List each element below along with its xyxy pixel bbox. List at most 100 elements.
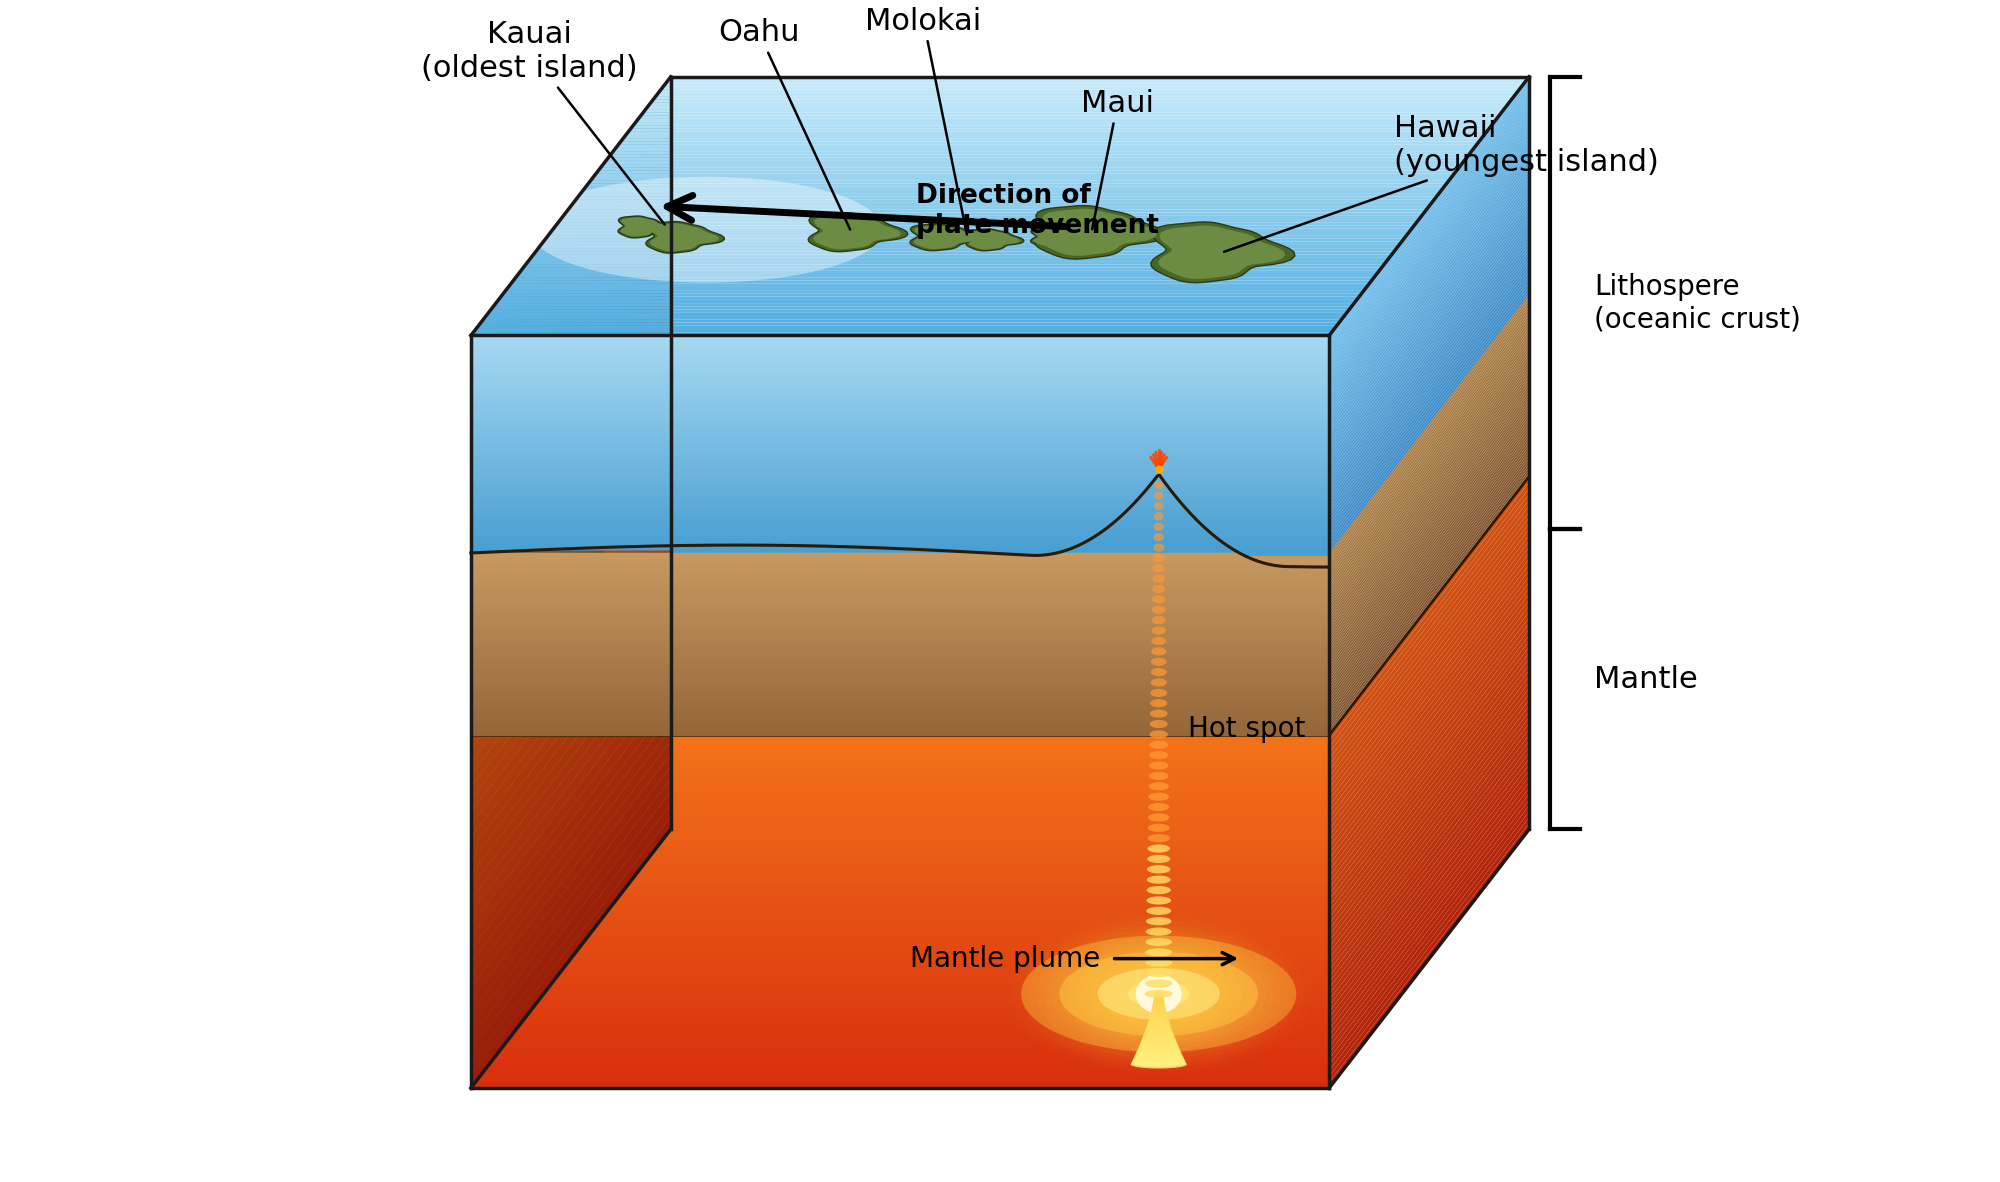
Polygon shape xyxy=(1330,413,1530,675)
Polygon shape xyxy=(470,702,1330,704)
Polygon shape xyxy=(1034,206,1166,259)
Polygon shape xyxy=(470,616,670,888)
Ellipse shape xyxy=(1152,564,1164,572)
Polygon shape xyxy=(1330,240,1530,502)
Polygon shape xyxy=(470,726,1330,729)
Polygon shape xyxy=(470,794,1330,800)
Polygon shape xyxy=(648,103,1510,106)
Polygon shape xyxy=(664,83,1524,86)
Polygon shape xyxy=(584,187,1444,190)
Polygon shape xyxy=(470,662,1330,665)
Polygon shape xyxy=(1330,723,1530,988)
Polygon shape xyxy=(1330,203,1530,466)
Polygon shape xyxy=(1330,161,1530,422)
Ellipse shape xyxy=(1112,969,1204,1018)
Ellipse shape xyxy=(1068,946,1250,1043)
Polygon shape xyxy=(1330,236,1530,499)
Polygon shape xyxy=(558,219,1420,222)
Polygon shape xyxy=(1330,362,1530,623)
Polygon shape xyxy=(600,164,1462,168)
Polygon shape xyxy=(1330,428,1530,689)
Polygon shape xyxy=(470,1082,1330,1087)
Polygon shape xyxy=(1330,465,1530,726)
Polygon shape xyxy=(470,495,1330,499)
Polygon shape xyxy=(470,534,1330,539)
Polygon shape xyxy=(470,812,1330,818)
Polygon shape xyxy=(1330,800,1530,1065)
Polygon shape xyxy=(1330,277,1530,539)
Polygon shape xyxy=(1330,124,1530,387)
Polygon shape xyxy=(470,480,1330,485)
Polygon shape xyxy=(644,109,1504,112)
Polygon shape xyxy=(544,239,1404,241)
Polygon shape xyxy=(1330,229,1530,492)
Polygon shape xyxy=(1330,547,1530,812)
Polygon shape xyxy=(470,753,1330,759)
Polygon shape xyxy=(814,215,900,249)
Ellipse shape xyxy=(1150,668,1166,676)
Ellipse shape xyxy=(1136,974,1182,1013)
Ellipse shape xyxy=(1152,648,1166,656)
Ellipse shape xyxy=(1140,1039,1178,1047)
Polygon shape xyxy=(470,638,1330,641)
Polygon shape xyxy=(518,271,1380,274)
Polygon shape xyxy=(470,303,670,573)
Polygon shape xyxy=(1330,694,1530,959)
Polygon shape xyxy=(1330,284,1530,546)
Polygon shape xyxy=(1330,110,1530,371)
Polygon shape xyxy=(1330,437,1530,699)
Ellipse shape xyxy=(1132,1058,1186,1066)
Polygon shape xyxy=(1330,449,1530,710)
Polygon shape xyxy=(470,528,670,799)
Ellipse shape xyxy=(1150,720,1168,728)
Polygon shape xyxy=(616,144,1476,148)
Polygon shape xyxy=(1330,741,1530,1006)
Polygon shape xyxy=(564,213,1424,216)
Polygon shape xyxy=(470,941,1330,947)
Ellipse shape xyxy=(1146,937,1172,946)
Ellipse shape xyxy=(1152,585,1166,593)
Polygon shape xyxy=(470,741,670,1013)
Polygon shape xyxy=(470,608,1330,611)
Polygon shape xyxy=(548,232,1410,235)
Polygon shape xyxy=(1158,226,1286,279)
Polygon shape xyxy=(1330,753,1530,1018)
Polygon shape xyxy=(470,541,670,812)
Polygon shape xyxy=(470,641,1330,644)
Ellipse shape xyxy=(1090,957,1228,1031)
Polygon shape xyxy=(470,804,670,1076)
Polygon shape xyxy=(506,287,1366,291)
Polygon shape xyxy=(638,116,1500,119)
Ellipse shape xyxy=(1150,1013,1168,1021)
Polygon shape xyxy=(1330,553,1530,818)
Polygon shape xyxy=(470,577,1330,580)
Polygon shape xyxy=(470,517,1330,520)
Polygon shape xyxy=(470,1076,1330,1082)
Ellipse shape xyxy=(1022,936,1296,1052)
Polygon shape xyxy=(470,357,1330,361)
Polygon shape xyxy=(1330,291,1530,553)
Polygon shape xyxy=(470,401,1330,404)
Polygon shape xyxy=(1330,207,1530,469)
Ellipse shape xyxy=(1142,1033,1174,1041)
Polygon shape xyxy=(470,777,1330,782)
Polygon shape xyxy=(470,492,1330,495)
Ellipse shape xyxy=(1154,522,1164,531)
Ellipse shape xyxy=(1138,1044,1180,1052)
Polygon shape xyxy=(470,426,1330,430)
Polygon shape xyxy=(470,476,1330,480)
Polygon shape xyxy=(470,569,1330,571)
Polygon shape xyxy=(470,1041,1330,1047)
Ellipse shape xyxy=(1146,959,1172,967)
Polygon shape xyxy=(1330,368,1530,629)
Polygon shape xyxy=(1330,397,1530,660)
Ellipse shape xyxy=(1144,1030,1174,1038)
Ellipse shape xyxy=(1144,1028,1174,1037)
Polygon shape xyxy=(1330,117,1530,379)
Polygon shape xyxy=(1330,676,1530,941)
Ellipse shape xyxy=(1148,1019,1170,1027)
Polygon shape xyxy=(470,864,1330,870)
Polygon shape xyxy=(604,161,1464,164)
Polygon shape xyxy=(528,258,1390,261)
Polygon shape xyxy=(1330,624,1530,888)
